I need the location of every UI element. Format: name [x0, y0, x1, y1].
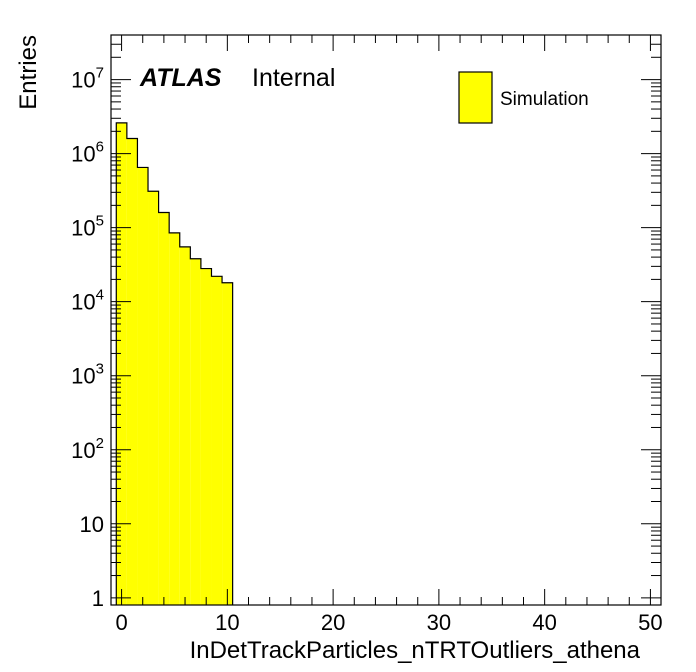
x-tick-label: 10: [215, 610, 239, 635]
x-axis-ticks: [121, 35, 651, 605]
y-tick-label: 102: [71, 435, 104, 463]
y-tick-label: 105: [71, 213, 104, 241]
histogram-bar: [211, 276, 223, 605]
internal-label: Internal: [252, 64, 335, 92]
histogram-bar: [179, 246, 191, 605]
x-axis-title: InDetTrackParticles_nTRTOutliers_athena: [190, 637, 641, 664]
histogram-bars: [116, 122, 233, 606]
y-tick-label: 10: [80, 512, 104, 537]
x-tick-label: 50: [638, 610, 662, 635]
y-tick-label: 106: [71, 139, 104, 167]
histogram-bar: [158, 212, 170, 605]
histogram-bar: [169, 232, 180, 605]
plot-frame: [110, 34, 662, 606]
x-tick-label: 0: [115, 610, 127, 635]
y-tick-label: 1: [92, 586, 104, 611]
atlas-label: ATLAS: [139, 64, 222, 92]
y-axis-tick-labels: 1 10 102 103 104 105 106 107: [71, 65, 104, 611]
x-tick-label: 40: [532, 610, 556, 635]
y-axis-title: Entries: [15, 35, 42, 110]
x-tick-label: 20: [321, 610, 345, 635]
y-tick-label: 104: [71, 287, 104, 315]
histogram-bar: [148, 191, 159, 605]
histogram-bar: [126, 138, 138, 605]
y-tick-label: 107: [71, 65, 104, 93]
histogram-bar: [200, 268, 212, 605]
y-axis-ticks: [111, 34, 661, 599]
x-axis-tick-labels: 0 10 20 30 40 50: [115, 610, 662, 635]
histogram-bar: [116, 122, 127, 606]
histogram-bar: [190, 258, 201, 605]
histogram-bar: [137, 167, 149, 605]
legend-swatch: [458, 71, 493, 124]
histogram-outline: [115, 122, 234, 605]
legend-entry-simulation: Simulation: [500, 89, 589, 110]
y-tick-label: 103: [71, 361, 104, 389]
x-tick-label: 30: [427, 610, 451, 635]
histogram-bar: [222, 282, 233, 605]
